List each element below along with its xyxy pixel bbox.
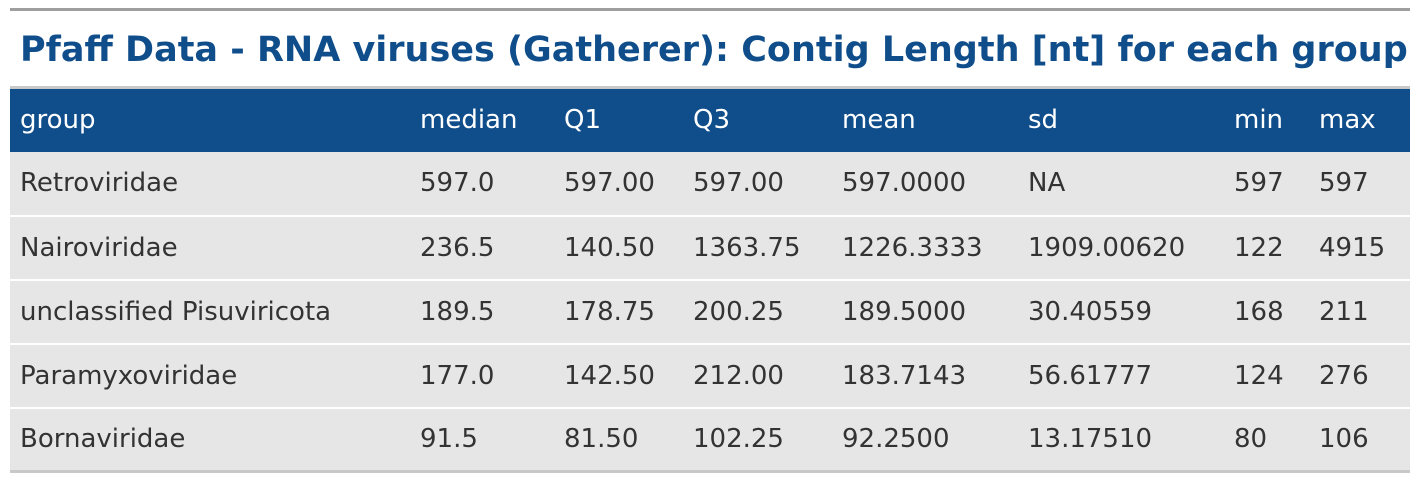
table-row: Nairoviridae 236.5 140.50 1363.75 1226.3… xyxy=(10,215,1410,280)
cell-min: 124 xyxy=(1234,360,1284,391)
cell-median: 189.5 xyxy=(420,296,495,327)
cell-sd: 56.61777 xyxy=(1028,360,1153,391)
table-container: Pfaff Data - RNA viruses (Gatherer): Con… xyxy=(10,8,1410,473)
cell-max: 276 xyxy=(1319,360,1369,391)
cell-group: unclassified Pisuviricota xyxy=(20,296,332,327)
cell-median: 597.0 xyxy=(420,168,495,198)
cell-max: 211 xyxy=(1319,296,1369,327)
table-row: Retroviridae 597.0 597.00 597.00 597.000… xyxy=(10,151,1410,216)
cell-group: Nairoviridae xyxy=(20,232,178,263)
cell-sd: 13.17510 xyxy=(1028,424,1153,455)
col-header-min[interactable]: min xyxy=(1234,105,1284,136)
col-header-sd[interactable]: sd xyxy=(1028,105,1059,136)
stats-table: group median Q1 Q3 mean sd min max Retro… xyxy=(10,86,1410,473)
cell-q1: 142.50 xyxy=(564,360,655,391)
cell-median: 236.5 xyxy=(420,232,495,263)
cell-sd: 30.40559 xyxy=(1028,296,1153,327)
col-header-max[interactable]: max xyxy=(1319,105,1376,136)
cell-sd: 1909.00620 xyxy=(1028,232,1186,263)
cell-max: 106 xyxy=(1319,424,1369,455)
cell-q3: 102.25 xyxy=(693,424,784,455)
cell-max: 597 xyxy=(1319,168,1369,198)
cell-median: 91.5 xyxy=(420,424,478,455)
cell-mean: 1226.3333 xyxy=(842,232,983,263)
col-header-median[interactable]: median xyxy=(420,105,518,136)
cell-mean: 92.2500 xyxy=(842,424,950,455)
col-header-mean[interactable]: mean xyxy=(842,105,916,136)
cell-mean: 189.5000 xyxy=(842,296,967,327)
table-header: group median Q1 Q3 mean sd min max xyxy=(10,87,1410,152)
cell-max: 4915 xyxy=(1319,232,1386,263)
cell-q1: 140.50 xyxy=(564,232,655,263)
cell-q3: 1363.75 xyxy=(693,232,801,263)
cell-q1: 597.00 xyxy=(564,168,655,198)
cell-min: 80 xyxy=(1234,424,1268,455)
col-header-q1[interactable]: Q1 xyxy=(564,105,602,136)
cell-mean: 183.7143 xyxy=(842,360,967,391)
cell-min: 122 xyxy=(1234,232,1284,263)
cell-min: 597 xyxy=(1234,168,1284,198)
cell-q1: 178.75 xyxy=(564,296,655,327)
cell-q3: 200.25 xyxy=(693,296,784,327)
cell-group: Bornaviridae xyxy=(20,424,186,455)
col-header-q3[interactable]: Q3 xyxy=(693,105,731,136)
table-row: unclassified Pisuviricota 189.5 178.75 2… xyxy=(10,279,1410,344)
header-row: group median Q1 Q3 mean sd min max xyxy=(10,87,1410,152)
cell-min: 168 xyxy=(1234,296,1284,327)
cell-group: Paramyxoviridae xyxy=(20,360,238,391)
table-row: Bornaviridae 91.5 81.50 102.25 92.2500 1… xyxy=(10,407,1410,472)
table-title: Pfaff Data - RNA viruses (Gatherer): Con… xyxy=(20,30,1408,70)
cell-median: 177.0 xyxy=(420,360,495,391)
table-body: Retroviridae 597.0 597.00 597.00 597.000… xyxy=(10,151,1410,472)
table-row: Paramyxoviridae 177.0 142.50 212.00 183.… xyxy=(10,343,1410,408)
cell-q1: 81.50 xyxy=(564,424,639,455)
cell-q3: 212.00 xyxy=(693,360,784,391)
cell-sd: NA xyxy=(1028,168,1066,198)
top-rule xyxy=(10,8,1410,11)
cell-q3: 597.00 xyxy=(693,168,784,198)
col-header-group[interactable]: group xyxy=(20,105,96,136)
cell-group: Retroviridae xyxy=(20,168,179,198)
cell-mean: 597.0000 xyxy=(842,168,967,198)
